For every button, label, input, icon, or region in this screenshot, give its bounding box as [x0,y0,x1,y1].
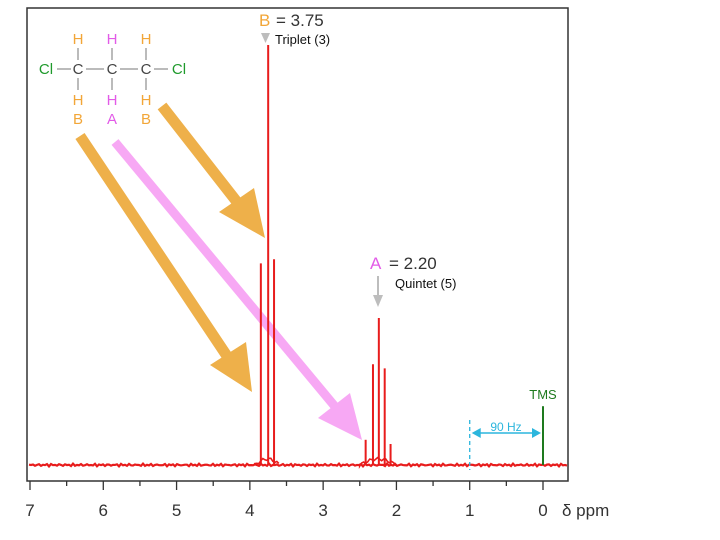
x-tick-label-3: 3 [318,501,327,520]
tms-label: TMS [529,387,557,402]
hz-scale-right-arrow-icon [532,428,541,438]
reference-layer: TMS 90 Hz [469,387,557,470]
group-label-a: A [107,111,117,128]
molecule-cl-right: Cl [172,61,186,78]
pointer-b-icon [261,33,270,43]
x-tick-label-1: 1 [465,501,474,520]
molecule-c-1: C [73,61,84,78]
peak-annotations: B = 3.75 Triplet (3) A = 2.20 Quintet (5… [259,11,456,307]
annotation-b-value: = 3.75 [276,11,324,30]
assignment-arrows [75,102,362,440]
molecule-top-h-2: H [107,31,118,48]
x-tick-label-2: 2 [392,501,401,520]
molecule-bottom-h-2: H [107,92,118,109]
hz-scale-label: 90 Hz [490,420,521,434]
arrow-b-left-shaft [75,132,248,384]
hz-scale-left-arrow-icon [471,428,481,438]
x-tick-label-5: 5 [172,501,181,520]
annotation-b-letter: B [259,11,270,30]
molecule-cl-left: Cl [39,61,53,78]
x-tick-label-7: 7 [25,501,34,520]
annotation-a-letter: A [370,254,382,273]
x-axis-label: δ ppm [562,501,609,520]
plot-frame [26,7,569,482]
annotation-a-multiplicity: Quintet (5) [395,276,456,291]
x-tick-label-0: 0 [538,501,547,520]
arrow-a-shaft [111,139,356,430]
annotation-a-value: = 2.20 [389,254,437,273]
molecule-diagram: H H H Cl C C C Cl H H H B A B [39,31,186,128]
arrow-b-right-head [219,188,265,238]
molecule-top-h-1: H [73,31,84,48]
group-label-b-right: B [141,111,151,128]
annotation-b-multiplicity: Triplet (3) [275,32,330,47]
molecule-bottom-h-3: H [141,92,152,109]
molecule-c-2: C [107,61,118,78]
pointer-a-icon [373,295,383,307]
spectrum-layer [28,45,568,470]
molecule-c-3: C [141,61,152,78]
molecule-bottom-h-1: H [73,92,84,109]
arrow-a-head [318,393,362,440]
molecule-top-h-3: H [141,31,152,48]
x-axis: 7 6 5 4 3 2 1 0 [25,481,548,520]
x-tick-label-4: 4 [245,501,254,520]
arrow-b-left-head [210,342,252,392]
group-label-b-left: B [73,111,83,128]
spectrum-baseline [28,461,568,469]
peak-cluster-a-base [358,456,397,470]
x-tick-label-6: 6 [99,501,108,520]
